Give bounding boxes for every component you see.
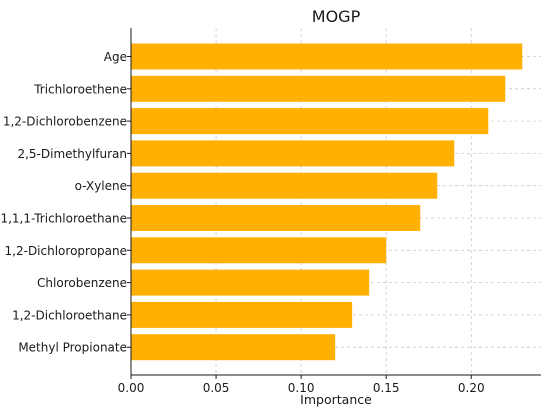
y-tick-label: 2,5-Dimethylfuran: [17, 147, 127, 161]
bar: [131, 301, 353, 328]
bar: [131, 140, 455, 167]
bar: [131, 172, 438, 199]
bar: [131, 108, 489, 135]
bar: [131, 205, 421, 231]
bar: [131, 334, 336, 361]
y-tick-label: 1,2-Dichloroethane: [12, 308, 127, 322]
x-tick-label: 0.05: [203, 381, 230, 395]
y-tick-label: o-Xylene: [75, 179, 127, 193]
y-tick-label: 1,1,1-Trichloroethane: [0, 212, 127, 226]
bar: [131, 75, 506, 102]
y-tick-label: Chlorobenzene: [37, 276, 127, 290]
x-tick-label: 0.10: [288, 381, 315, 395]
x-tick-label: 0.00: [118, 381, 145, 395]
y-tick-label: Trichloroethene: [33, 82, 127, 96]
x-axis-title: Importance: [300, 392, 372, 407]
y-tick-label: Methyl Propionate: [18, 341, 127, 355]
chart-title: MOGP: [312, 7, 361, 26]
bars-layer: [131, 43, 523, 361]
axes-layer: [127, 28, 541, 379]
labels-layer: Age Trichloroethene 1,2-Dichlorobenzene 2,5…: [0, 50, 484, 395]
bar: [131, 43, 523, 70]
bar: [131, 237, 387, 264]
y-tick-label: Age: [104, 50, 127, 64]
bar: [131, 269, 370, 296]
x-tick-label: 0.20: [458, 381, 485, 395]
y-tick-label: 1,2-Dichlorobenzene: [3, 115, 127, 129]
y-tick-label: 1,2-Dichloropropane: [5, 244, 127, 258]
x-tick-label: 0.15: [373, 381, 400, 395]
